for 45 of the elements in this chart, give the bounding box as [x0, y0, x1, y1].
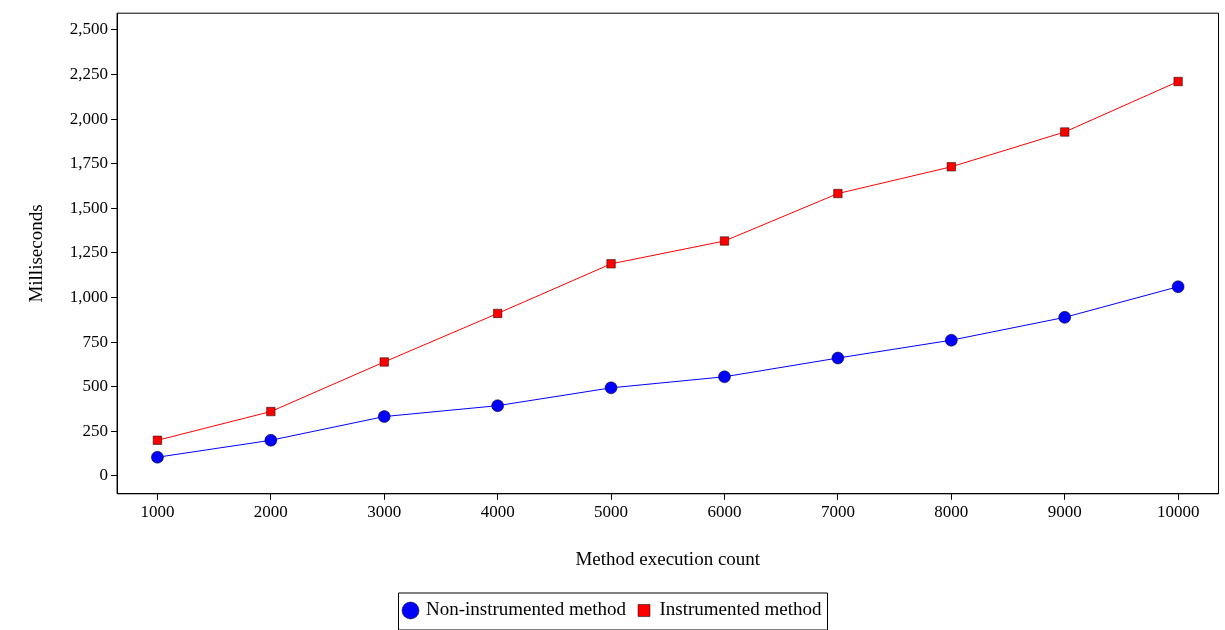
legend-label: Instrumented method: [659, 598, 822, 620]
point: [606, 259, 616, 269]
x-tick-label: 2000: [253, 502, 288, 522]
point: [378, 410, 391, 423]
x-axis-title: Method execution count: [575, 547, 761, 569]
y-tick-label: 750: [82, 331, 109, 351]
point: [493, 308, 503, 318]
y-tick-label: 0: [99, 465, 109, 485]
x-tick-label: 6000: [707, 502, 742, 522]
y-tick-label: 2,250: [69, 64, 109, 84]
y-tick-label: 1,000: [69, 287, 109, 307]
point: [718, 370, 731, 384]
point: [1060, 127, 1070, 137]
point: [831, 351, 845, 365]
y-tick-label: 500: [82, 376, 109, 396]
x-tick-label: 5000: [594, 502, 629, 522]
x-tick-label: 10000: [1156, 502, 1200, 522]
y-tick-label: 1,750: [69, 153, 109, 173]
y-axis-title: Milliseconds: [25, 204, 47, 303]
point: [1171, 280, 1185, 293]
point: [1058, 311, 1071, 324]
legend-label: Non-instrumented method: [426, 598, 627, 620]
y-tick-label: 2,500: [69, 19, 109, 39]
point: [833, 189, 843, 199]
point: [946, 162, 956, 172]
y-tick-label: 1,500: [69, 197, 109, 217]
x-tick-label: 9000: [1047, 502, 1082, 522]
point: [604, 381, 618, 395]
point: [151, 450, 164, 464]
point: [1173, 77, 1183, 87]
x-tick-label: 1000: [140, 502, 175, 522]
point: [152, 435, 162, 445]
x-tick-label: 3000: [367, 502, 402, 522]
point: [264, 434, 278, 447]
x-tick-label: 8000: [934, 502, 969, 522]
x-tick-label: 4000: [480, 502, 515, 522]
y-tick-label: 1,250: [69, 242, 109, 262]
y-tick-label: 250: [82, 420, 109, 440]
x-tick-label: 7000: [820, 502, 855, 522]
y-tick-label: 2,000: [69, 108, 109, 128]
point: [719, 236, 729, 246]
point: [266, 407, 276, 417]
point: [945, 333, 958, 347]
point: [379, 357, 389, 367]
point: [491, 399, 504, 412]
